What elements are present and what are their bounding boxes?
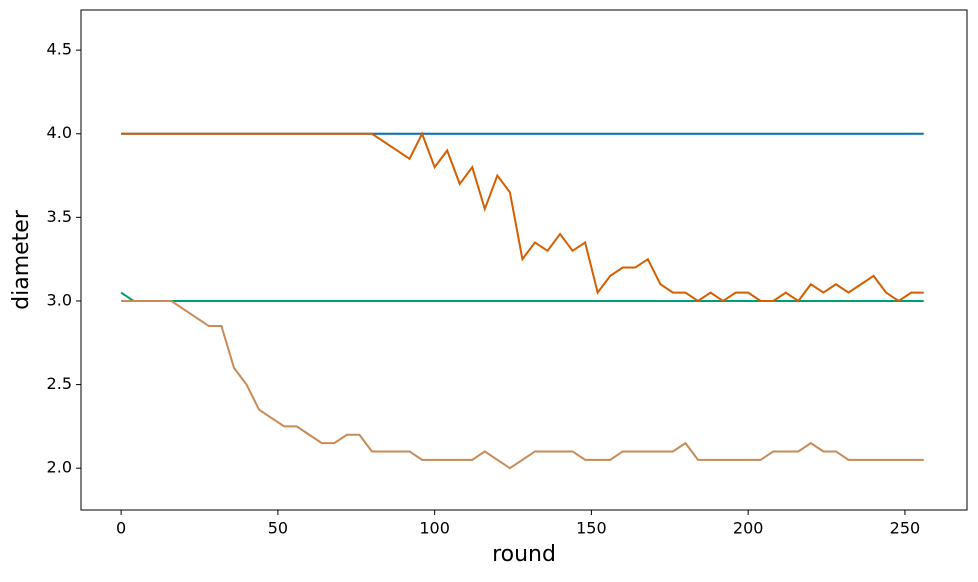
- y-tick-label: 4.5: [47, 40, 72, 59]
- x-tick-label: 100: [419, 519, 450, 538]
- data-line: [121, 131, 924, 303]
- x-axis-label: round: [492, 542, 556, 567]
- y-tick-label: 3.5: [47, 207, 72, 226]
- y-tick-label: 4.0: [47, 123, 72, 142]
- y-axis-label: diameter: [9, 209, 34, 310]
- x-tick-label: 250: [890, 519, 921, 538]
- data-line: [120, 291, 924, 302]
- data-line: [121, 299, 924, 470]
- y-tick-label: 3.0: [47, 290, 72, 309]
- x-tick-label: 150: [576, 519, 607, 538]
- y-tick-label: 2.0: [47, 458, 72, 477]
- x-tick-label: 200: [733, 519, 764, 538]
- x-tick-label: 0: [116, 519, 126, 538]
- x-tick-label: 50: [268, 519, 288, 538]
- y-tick-label: 2.5: [47, 374, 72, 393]
- plot-frame: [80, 9, 968, 511]
